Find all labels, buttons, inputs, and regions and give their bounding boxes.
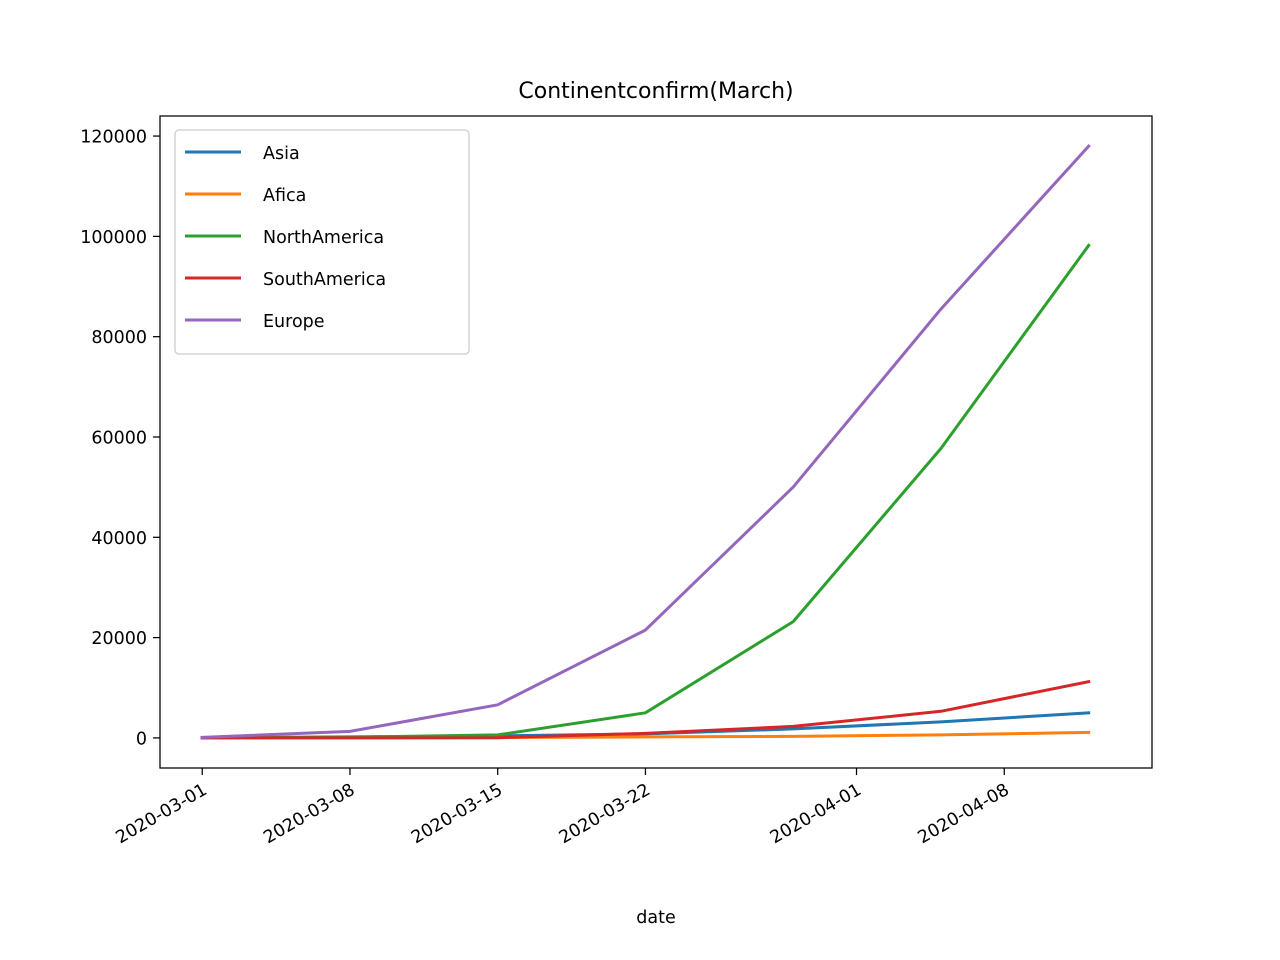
plot-frame xyxy=(159,115,1153,769)
legend-label-southamerica: SouthAmerica xyxy=(263,270,386,290)
y-tick-label: 20000 xyxy=(91,629,147,649)
legend-box xyxy=(174,129,470,355)
y-tick-label: 120000 xyxy=(80,128,147,148)
series-layer xyxy=(200,143,1091,740)
y-tick-label: 40000 xyxy=(91,529,147,549)
y-tick-label: 100000 xyxy=(80,228,147,248)
x-axis-label: date xyxy=(636,908,675,928)
chart-title: Continentconfirm(March) xyxy=(518,79,793,104)
legend-label-asia: Asia xyxy=(263,144,300,164)
legend-label-europe: Europe xyxy=(263,312,325,332)
y-tick-label: 80000 xyxy=(91,328,147,348)
y-tick-label: 0 xyxy=(136,729,147,749)
legend-label-afica: Afica xyxy=(263,186,306,206)
y-axis: 0 20000 40000 60000 80000 100000 120000 xyxy=(80,128,160,749)
legend-label-northamerica: NorthAmerica xyxy=(263,228,384,248)
legend: Asia Afica NorthAmerica SouthAmerica Europe xyxy=(174,129,470,355)
series-line-europe xyxy=(200,143,1091,739)
y-tick-label: 60000 xyxy=(91,428,147,448)
series-line-southamerica xyxy=(200,679,1091,740)
